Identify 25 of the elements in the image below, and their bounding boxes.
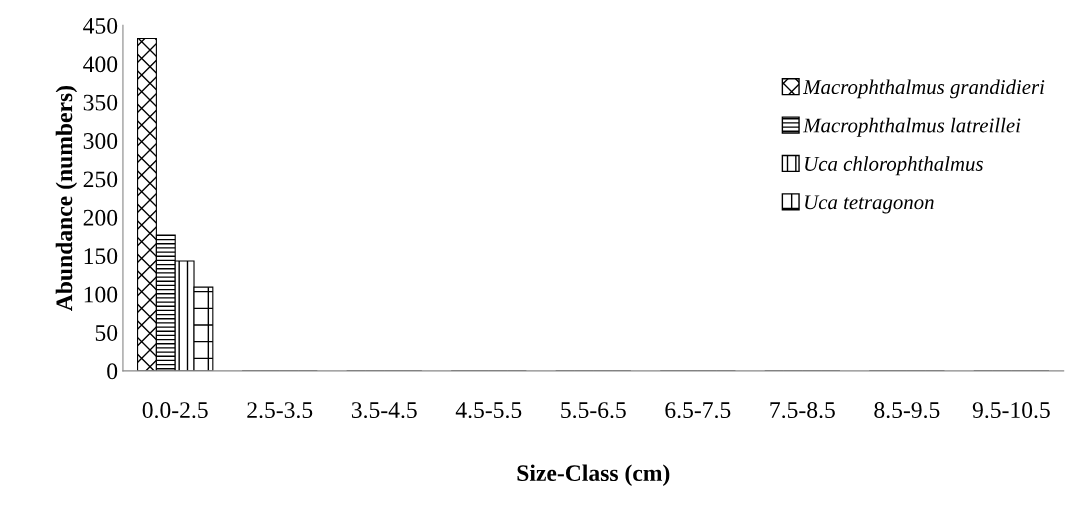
y-tick-label: 100 xyxy=(84,286,118,303)
x-tick-label: 6.5-7.5 xyxy=(665,402,731,419)
x-tick-label: 9.5-10.5 xyxy=(972,402,1050,419)
y-tick-label: 0 xyxy=(107,363,118,380)
x-axis-title: Size-Class (cm) xyxy=(517,464,670,486)
y-tick-label: 450 xyxy=(83,17,118,34)
legend-label: Uca chlorophthalmus xyxy=(805,156,983,176)
y-tick-label: 200 xyxy=(83,209,118,226)
y-tick-label: 400 xyxy=(83,56,118,73)
x-tick-label: 4.5-5.5 xyxy=(455,402,522,419)
legend-label: Macrophthalmus grandidieri xyxy=(802,79,1045,99)
x-tick-label: 7.5-8.5 xyxy=(770,402,835,419)
x-tick-label: 2.5-3.5 xyxy=(247,402,313,419)
legend-label: Uca tetragonon xyxy=(805,195,934,214)
y-tick-label: 50 xyxy=(95,324,118,341)
x-tick-label: 3.5-4.5 xyxy=(351,402,417,419)
y-axis-title: Abundance (numbers) xyxy=(55,86,78,312)
x-tick-label: 8.5-9.5 xyxy=(874,402,940,419)
x-tick-label: 0.0-2.5 xyxy=(142,402,208,419)
y-tick-label: 250 xyxy=(83,171,118,188)
y-tick-label: 300 xyxy=(83,133,118,149)
legend-label: Macrophthalmus latreillei xyxy=(802,117,1021,137)
y-tick-label: 350 xyxy=(83,94,118,111)
x-tick-label: 5.5-6.5 xyxy=(561,402,626,419)
y-tick-label: 150 xyxy=(84,248,118,265)
